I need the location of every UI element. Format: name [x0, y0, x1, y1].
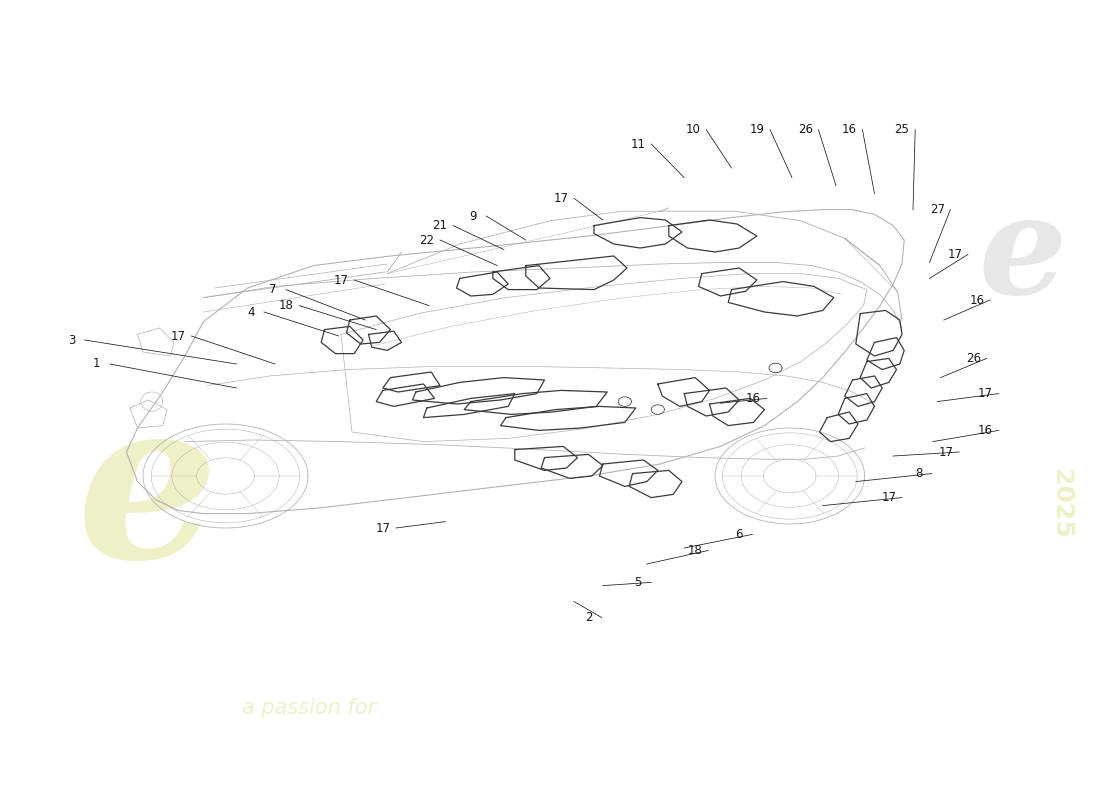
- Text: 18: 18: [278, 299, 294, 312]
- Text: 8: 8: [915, 467, 922, 480]
- Text: 16: 16: [978, 424, 993, 437]
- Text: 16: 16: [969, 294, 984, 306]
- Text: 9: 9: [470, 210, 476, 222]
- Text: 4: 4: [248, 306, 254, 318]
- Text: 17: 17: [881, 491, 896, 504]
- Text: 11: 11: [630, 138, 646, 150]
- Text: a passion for: a passion for: [242, 698, 376, 718]
- Text: 17: 17: [553, 192, 569, 205]
- Text: 17: 17: [375, 522, 390, 534]
- Text: 17: 17: [978, 387, 993, 400]
- Text: 16: 16: [842, 123, 857, 136]
- Text: 18: 18: [688, 544, 703, 557]
- Text: 2025: 2025: [1049, 469, 1074, 539]
- Text: 17: 17: [947, 248, 962, 261]
- Text: 1: 1: [94, 358, 100, 370]
- Text: 10: 10: [685, 123, 701, 136]
- Text: 25: 25: [894, 123, 910, 136]
- Text: 7: 7: [270, 283, 276, 296]
- Text: e: e: [979, 189, 1067, 323]
- Text: 16: 16: [746, 392, 761, 405]
- Text: 17: 17: [333, 274, 349, 286]
- Text: 3: 3: [68, 334, 75, 346]
- Text: 22: 22: [419, 234, 435, 246]
- Text: 2: 2: [585, 611, 592, 624]
- Text: 21: 21: [432, 219, 448, 232]
- Text: 5: 5: [635, 576, 641, 589]
- Text: 19: 19: [749, 123, 764, 136]
- Text: 6: 6: [736, 528, 743, 541]
- Text: 17: 17: [170, 330, 186, 342]
- Text: 26: 26: [966, 352, 981, 365]
- Text: 26: 26: [798, 123, 813, 136]
- Text: e: e: [77, 388, 219, 604]
- Text: 17: 17: [938, 446, 954, 458]
- Text: 27: 27: [930, 203, 945, 216]
